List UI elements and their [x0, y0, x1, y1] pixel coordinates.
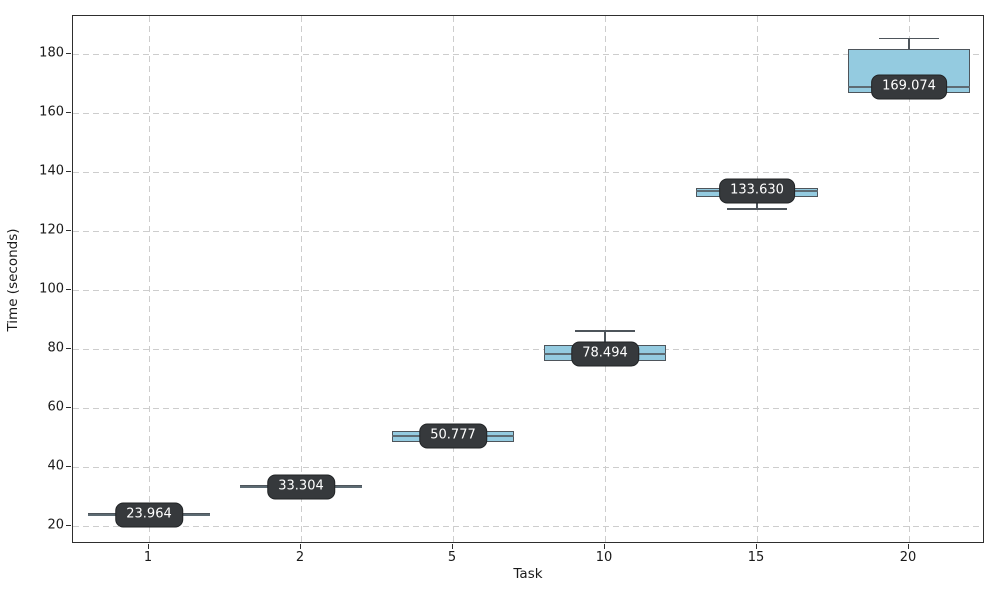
y-tick-label: 20: [47, 517, 64, 533]
y-tick-mark: [66, 406, 71, 408]
x-tick-mark: [755, 544, 757, 549]
gridline-h: [73, 53, 983, 55]
x-tick-label: 5: [447, 550, 457, 565]
y-tick-label: 40: [47, 458, 64, 474]
gridline-v: [148, 16, 150, 542]
gridline-h: [73, 348, 983, 350]
whisker-cap-upper: [878, 37, 940, 40]
y-tick-mark: [66, 229, 71, 231]
x-tick-mark: [299, 544, 301, 549]
gridline-v: [756, 16, 758, 542]
plot-area: 23.964 33.304 50.777 78.494 133.630 169.074: [72, 15, 984, 543]
y-tick-mark: [66, 465, 71, 467]
x-axis-label: Task: [513, 566, 543, 582]
median-badge: 33.304: [267, 474, 335, 500]
gridline-v: [908, 16, 910, 542]
gridline-v: [452, 16, 454, 542]
median-badge: 50.777: [419, 423, 487, 449]
y-tick-label: 80: [47, 340, 64, 356]
y-tick-mark: [66, 524, 71, 526]
x-tick-label: 1: [143, 550, 153, 565]
y-tick-mark: [66, 288, 71, 290]
gridline-h: [73, 466, 983, 468]
y-tick-label: 180: [39, 45, 64, 61]
y-tick-label: 120: [39, 222, 64, 238]
whisker-upper: [604, 331, 606, 346]
median-badge: 133.630: [719, 178, 795, 204]
y-tick-label: 60: [47, 399, 64, 415]
x-tick-label: 20: [899, 550, 917, 565]
median-badge: 23.964: [115, 502, 183, 528]
y-axis-label: Time (seconds): [5, 228, 21, 332]
y-tick-mark: [66, 170, 71, 172]
median-badge: 78.494: [571, 341, 639, 367]
gridline-h: [73, 112, 983, 114]
x-tick-label: 10: [595, 550, 613, 565]
y-tick-mark: [66, 347, 71, 349]
gridline-h: [73, 407, 983, 409]
whisker-cap-lower: [726, 208, 788, 210]
x-tick-mark: [147, 544, 149, 549]
y-tick-label: 160: [39, 104, 64, 120]
x-tick-label: 2: [295, 550, 305, 565]
x-tick-label: 15: [747, 550, 765, 565]
gridline-h: [73, 171, 983, 173]
gridline-h: [73, 525, 983, 527]
x-tick-mark: [907, 544, 909, 549]
y-tick-mark: [66, 111, 71, 113]
whisker-cap-upper: [574, 330, 636, 332]
y-tick-label: 100: [39, 281, 64, 297]
gridline-h: [73, 230, 983, 232]
gridline-h: [73, 289, 983, 291]
x-tick-mark: [603, 544, 605, 549]
gridline-v: [604, 16, 606, 542]
y-tick-label: 140: [39, 163, 64, 179]
gridline-v: [300, 16, 302, 542]
whisker-upper: [908, 38, 910, 50]
y-tick-mark: [66, 52, 71, 54]
median-badge: 169.074: [871, 74, 947, 100]
x-tick-mark: [451, 544, 453, 549]
